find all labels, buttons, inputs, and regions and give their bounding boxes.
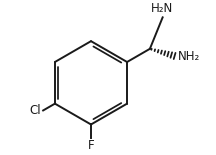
Text: NH₂: NH₂ (178, 50, 200, 63)
Text: H₂N: H₂N (151, 2, 173, 15)
Text: F: F (88, 140, 94, 152)
Text: Cl: Cl (30, 104, 41, 117)
